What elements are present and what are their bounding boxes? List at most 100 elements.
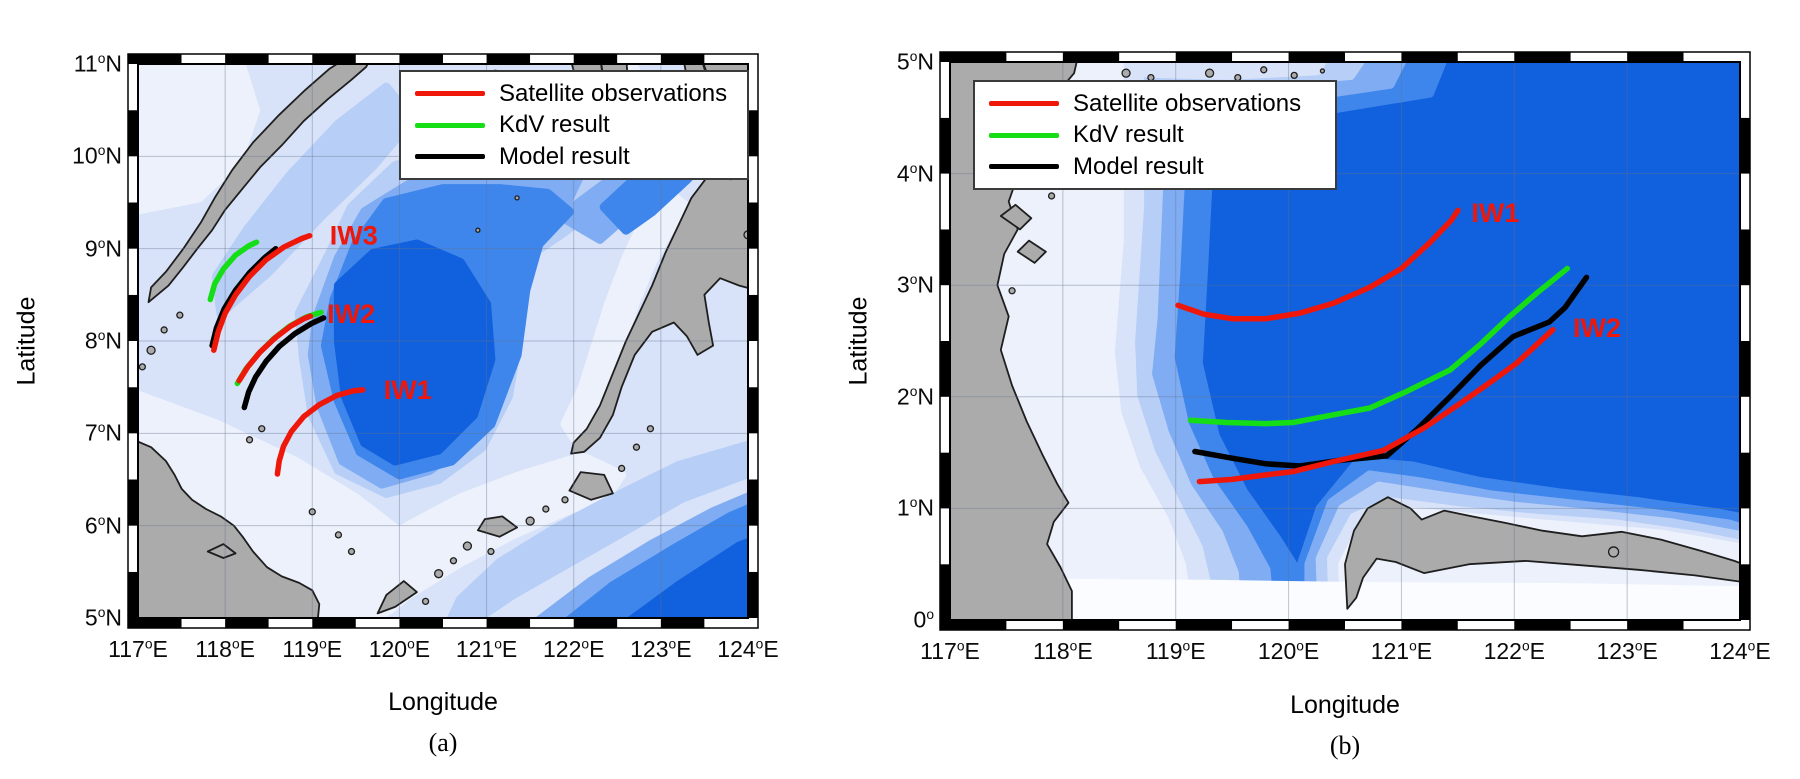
island-dot: [561, 496, 569, 504]
bathymetry-layer: [333, 239, 496, 466]
frame-segment: [128, 341, 138, 388]
legend-row: Satellite observations: [989, 90, 1325, 118]
island-dot: [138, 363, 147, 371]
frame-segment: [1232, 620, 1289, 630]
x-tick-label-a: 117oE: [108, 636, 168, 662]
frame-segment: [355, 54, 400, 64]
wave-crest-iw2-kdv: [1187, 265, 1571, 427]
axes-border: [949, 61, 1741, 621]
frame-segment: [530, 54, 574, 64]
landmass: [568, 471, 614, 501]
frame-segment: [940, 62, 950, 118]
frame-segment: [940, 564, 950, 620]
y-tick-label-a: 11oN: [73, 50, 122, 77]
island-dot: [1008, 287, 1016, 295]
frame-segment: [1740, 564, 1750, 620]
landmass: [1016, 239, 1047, 264]
legend-line-kdv: [989, 132, 1059, 138]
frame-segment: [1740, 341, 1750, 397]
island-dot: [176, 311, 184, 319]
legend-line-satellite: [989, 101, 1059, 106]
island-dot: [1319, 68, 1326, 74]
frame-segment: [128, 571, 138, 618]
island-dot: [449, 557, 458, 565]
frame-segment: [940, 396, 950, 453]
x-tick-label-a: 119oE: [282, 636, 343, 662]
island-dot: [475, 227, 481, 233]
frame-segment: [443, 618, 487, 628]
frame-segment: [617, 618, 661, 628]
island-dot: [1607, 546, 1620, 558]
bathymetry-layer: [1116, 62, 1327, 80]
caption-a: (a): [428, 728, 458, 757]
wave-crest-iw3-kdv: [207, 239, 260, 303]
frame-segment: [268, 618, 313, 628]
frame-segment: [128, 64, 138, 111]
x-tick-label-b: 122oE: [1483, 638, 1545, 664]
map-panel-b: [950, 62, 1740, 620]
legend-label-satellite: Satellite observations: [499, 79, 728, 107]
island-dot: [542, 505, 550, 513]
frame-segment: [128, 294, 138, 341]
annotation-iw2: IW2: [1573, 313, 1621, 343]
ylabel-a: Latitude: [12, 296, 41, 386]
frame-segment: [1062, 52, 1120, 62]
frame-segment: [660, 618, 705, 628]
legend-line-model: [415, 154, 485, 159]
bathymetry-layer: [1047, 578, 1740, 620]
frame-segment: [399, 618, 443, 628]
x-tick-label-b: 123oE: [1596, 638, 1658, 664]
island-dot: [308, 508, 316, 516]
island-dot: [487, 547, 495, 556]
island-dot: [160, 326, 168, 334]
x-tick-label-b: 117oE: [920, 638, 980, 664]
frame-segment: [181, 618, 226, 628]
island-dot: [433, 569, 444, 579]
frame-segment: [1627, 52, 1684, 62]
landmass: [570, 169, 748, 455]
frame-segment: [748, 341, 758, 388]
frame-segment: [1683, 620, 1750, 630]
ylabel-b: Latitude: [844, 296, 873, 386]
frame-segment: [128, 202, 138, 249]
frame-segment: [312, 618, 356, 628]
y-tick-label-a: 6oN: [84, 512, 122, 539]
frame-segment: [748, 248, 758, 295]
island-dot: [347, 547, 356, 556]
landmass: [138, 440, 321, 618]
frame-segment: [128, 479, 138, 526]
frame-segment: [225, 54, 269, 64]
frame-segment: [128, 110, 138, 157]
frame-segment: [486, 54, 531, 64]
x-tick-label-b: 120oE: [1257, 638, 1320, 664]
x-tick-label-a: 118oE: [195, 636, 255, 662]
frame-segment: [573, 54, 618, 64]
x-tick-label-a: 121oE: [455, 636, 518, 662]
island-dot: [646, 425, 655, 433]
axes-border: [137, 63, 749, 619]
y-tick-label-a: 5oN: [84, 604, 122, 631]
y-tick-label-b: 0o: [913, 606, 934, 633]
frame-segment: [1345, 620, 1402, 630]
y-tick-label-a: 7oN: [84, 419, 122, 446]
xlabel-a: Longitude: [388, 688, 498, 716]
wave-crest-iw1-satellite: [274, 387, 366, 477]
frame-segment: [748, 479, 758, 526]
wave-crest-iw2-satellite: [1196, 327, 1556, 485]
frame-outer-border: [127, 53, 759, 629]
y-tick-label-b: 3oN: [896, 271, 934, 298]
annotation-iw2: IW2: [327, 299, 375, 329]
frame-segment: [940, 508, 950, 565]
frame-segment: [181, 54, 226, 64]
frame-segment: [1740, 396, 1750, 453]
landmass: [206, 543, 237, 559]
frame-segment: [1740, 452, 1750, 509]
legend-row: Model result: [989, 153, 1325, 181]
frame-segment: [1570, 620, 1628, 630]
y-tick-label-b: 1oN: [896, 494, 934, 521]
frame-segment: [128, 156, 138, 203]
frame-segment: [748, 571, 758, 618]
bathymetry-layer: [626, 537, 748, 618]
frame-segment: [1740, 229, 1750, 286]
